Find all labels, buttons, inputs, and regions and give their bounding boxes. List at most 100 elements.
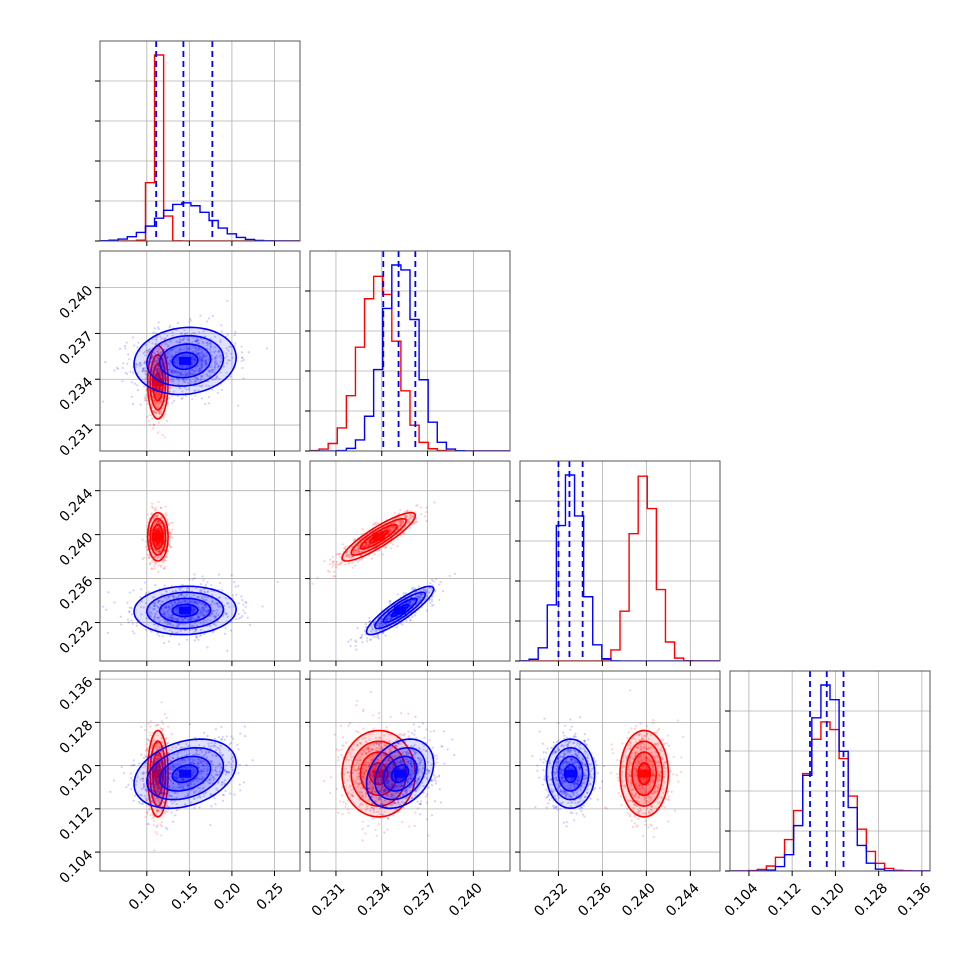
scatter-point-1-1-0-588 xyxy=(166,351,169,354)
scatter-point-0-3-0-198 xyxy=(156,833,159,836)
peak-marker-1-2-1 xyxy=(394,606,407,615)
scatter-point-1-2-1-459 xyxy=(374,636,378,639)
scatter-point-0-2-1-6 xyxy=(355,549,358,552)
scatter-point-1-1-0-663 xyxy=(200,350,203,353)
scatter-point-0-1-0-632 xyxy=(155,410,158,413)
scatter-point-0-1-0-79 xyxy=(157,358,160,361)
scatter-point-1-1-0-25 xyxy=(153,358,156,361)
scatter-point-0-2-1-88 xyxy=(374,523,377,526)
scatter-point-1-2-0-294 xyxy=(241,599,244,602)
scatter-point-1-1-0-439 xyxy=(209,342,212,345)
scatter-point-1-1-0-198 xyxy=(182,380,185,383)
scatter-point-1-1-0-143 xyxy=(226,299,229,302)
scatter-point-1-1-0-547 xyxy=(155,369,158,372)
scatter-point-1-2-0-573 xyxy=(206,581,209,584)
scatter-point-0-1-0-649 xyxy=(157,352,160,355)
scatter-point-1-2-0-527 xyxy=(181,594,184,597)
scatter-point-0-2-0-463 xyxy=(144,545,148,548)
scatter-point-1-2-0-449 xyxy=(178,600,181,603)
scatter-point-1-1-0-201 xyxy=(217,350,220,354)
scatter-point-0-2-0-69 xyxy=(164,505,167,508)
scatter-point-1-2-0-638 xyxy=(176,606,179,609)
scatter-point-1-1-0-485 xyxy=(137,363,140,366)
scatter-point-0-1-0-314 xyxy=(152,354,155,357)
scatter-point-1-2-0-30 xyxy=(168,602,171,605)
scatter-point-1-2-0-80 xyxy=(218,581,221,585)
scatter-point-1-1-0-24 xyxy=(189,364,192,368)
scatter-point-0-2-0-399 xyxy=(146,513,149,516)
scatter-point-0-2-0-119 xyxy=(165,513,168,517)
scatter-point-1-1-0-261 xyxy=(148,347,151,351)
scatter-point-1-1-0-699 xyxy=(193,369,197,372)
scatter-point-1-2-0-17 xyxy=(140,613,143,616)
scatter-point-1-1-0-639 xyxy=(178,340,182,343)
scatter-point-1-1-0-312 xyxy=(198,347,201,351)
scatter-point-1-1-0-223 xyxy=(116,367,120,371)
scatter-point-1-2-1-671 xyxy=(413,614,417,617)
scatter-point-1-2-0-52 xyxy=(172,616,175,619)
scatter-point-1-1-0-316 xyxy=(180,353,184,356)
scatter-point-1-1-0-723 xyxy=(200,364,203,367)
scatter-point-1-2-0-194 xyxy=(182,623,185,626)
scatter-point-1-2-0-580 xyxy=(238,617,241,620)
scatter-point-1-2-0-721 xyxy=(152,607,155,610)
scatter-point-1-1-0-580 xyxy=(230,352,233,355)
scatter-point-1-1-0-278 xyxy=(192,336,195,339)
scatter-point-1-1-0-691 xyxy=(155,336,158,339)
scatter-point-0-1-0-407 xyxy=(171,401,174,405)
scatter-point-1-2-0-562 xyxy=(204,596,208,599)
scatter-point-0-1-0-541 xyxy=(160,363,163,366)
scatter-point-0-1-0-140 xyxy=(154,403,158,406)
scatter-point-1-2-0-293 xyxy=(180,619,184,622)
scatter-point-1-1-0-31 xyxy=(205,320,208,323)
scatter-point-1-2-0-92 xyxy=(201,575,204,578)
scatter-point-0-2-0-10 xyxy=(155,561,158,565)
scatter-point-0-2-0-636 xyxy=(146,547,149,551)
scatter-point-1-2-0-309 xyxy=(194,599,197,602)
scatter-point-1-1-0-7 xyxy=(215,356,218,359)
scatter-point-1-2-0-412 xyxy=(181,599,184,603)
scatter-point-1-2-0-716 xyxy=(175,618,178,621)
scatter-point-0-2-0-358 xyxy=(159,522,162,525)
scatter-point-0-1-0-402 xyxy=(156,387,159,391)
scatter-point-0-1-0-123 xyxy=(156,369,159,372)
scatter-point-1-2-0-739 xyxy=(150,630,153,633)
scatter-point-1-2-0-586 xyxy=(157,606,160,609)
panel-2-0-frame xyxy=(99,460,301,662)
scatter-point-1-1-0-102 xyxy=(190,380,193,383)
scatter-point-1-2-0-22 xyxy=(150,612,153,615)
scatter-point-0-1-0-350 xyxy=(155,392,158,395)
scatter-point-1-1-0-363 xyxy=(165,356,168,359)
scatter-point-1-2-0-628 xyxy=(153,596,156,599)
scatter-point-1-1-0-625 xyxy=(164,352,167,355)
panel-3-0 xyxy=(95,670,301,876)
scatter-point-1-1-0-356 xyxy=(155,359,159,362)
scatter-point-1-1-0-454 xyxy=(170,368,173,371)
scatter-point-1-1-0-391 xyxy=(199,357,203,360)
scatter-point-0-2-0-281 xyxy=(157,544,161,548)
scatter-point-1-1-0-715 xyxy=(164,361,167,364)
scatter-point-1-2-1-563 xyxy=(395,626,398,629)
scatter-point-1-1-0-497 xyxy=(181,374,184,377)
scatter-point-1-2-0-338 xyxy=(235,593,238,596)
scatter-point-1-1-0-20 xyxy=(157,327,160,331)
scatter-point-0-2-1-201 xyxy=(419,506,422,509)
scatter-point-1-2-0-547 xyxy=(191,601,194,604)
scatter-point-1-2-1-568 xyxy=(438,583,441,586)
scatter-point-1-2-0-401 xyxy=(213,623,216,626)
scatter-point-1-1-0-423 xyxy=(131,403,135,406)
scatter-point-1-2-0-23 xyxy=(202,598,205,601)
scatter-point-0-1-0-568 xyxy=(163,413,166,416)
scatter-point-0-1-0-349 xyxy=(168,366,171,369)
scatter-point-1-2-0-56 xyxy=(192,606,195,609)
scatter-point-0-2-0-413 xyxy=(159,529,162,532)
scatter-point-1-1-0-374 xyxy=(215,376,218,379)
scatter-point-0-2-0-182 xyxy=(155,514,158,517)
scatter-point-1-2-0-445 xyxy=(190,617,193,621)
scatter-point-1-1-0-354 xyxy=(155,339,158,342)
scatter-point-1-1-0-121 xyxy=(177,370,180,374)
scatter-point-0-1-0-387 xyxy=(158,369,161,372)
scatter-point-0-2-0-488 xyxy=(157,570,160,573)
scatter-point-1-1-0-620 xyxy=(188,320,191,324)
scatter-point-0-2-1-464 xyxy=(390,547,393,550)
